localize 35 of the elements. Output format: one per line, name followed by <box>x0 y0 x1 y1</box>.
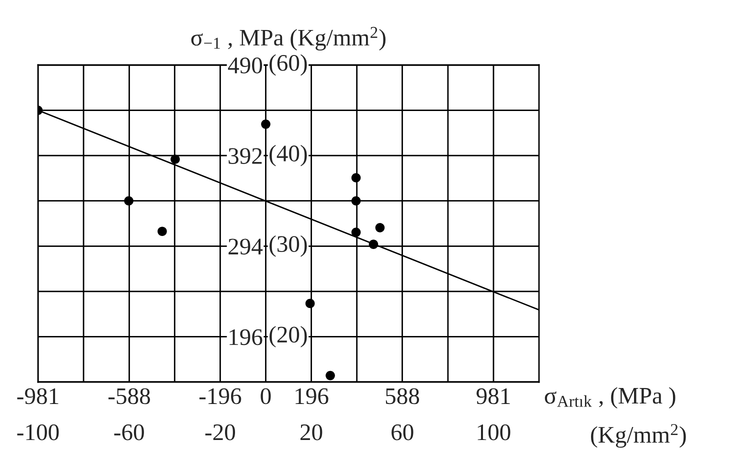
annotation: (20) <box>270 326 307 348</box>
x2-tick-label: -20 <box>205 424 236 440</box>
x-tick-label: -588 <box>108 388 150 404</box>
x-axis-title: σ$_{Artık}$ , (MPa ) <box>544 387 676 409</box>
x2-axis-title: (Kg/mm$^{2}$) <box>591 424 686 448</box>
y-tick-label: 392 <box>228 148 262 164</box>
point <box>375 223 385 232</box>
point <box>351 196 361 206</box>
x-tick-label: -981 <box>17 388 58 404</box>
x2-tick-label: 100 <box>478 424 510 440</box>
annotation: (60) <box>270 54 307 76</box>
x2-tick-label: -100 <box>17 424 59 440</box>
point <box>124 196 134 206</box>
point <box>261 119 270 129</box>
x-tick-label: 0 <box>260 388 271 404</box>
y-tick-label: 294 <box>228 238 263 255</box>
y-tick-label: 196 <box>230 329 262 346</box>
annotation: (30) <box>270 235 307 257</box>
x2-tick-label: -60 <box>114 424 144 440</box>
x2-tick-label: 20 <box>300 424 322 440</box>
point <box>351 173 361 182</box>
x-tick-label: 196 <box>296 388 328 404</box>
y-tick-label: 490 <box>228 57 262 74</box>
point <box>351 228 361 237</box>
x-tick-label: -196 <box>199 388 242 404</box>
chart-title: σ$_{−1}$ , MPa (Kg/mm$^{2}$) <box>191 26 386 51</box>
x-tick-label: 981 <box>476 388 510 404</box>
point <box>305 298 315 308</box>
point <box>158 226 167 236</box>
point <box>326 370 335 380</box>
point <box>170 154 180 164</box>
x-tick-label: 588 <box>386 388 420 404</box>
point <box>368 240 378 249</box>
annotation: (40) <box>270 144 307 166</box>
x2-tick-label: 60 <box>392 424 414 440</box>
